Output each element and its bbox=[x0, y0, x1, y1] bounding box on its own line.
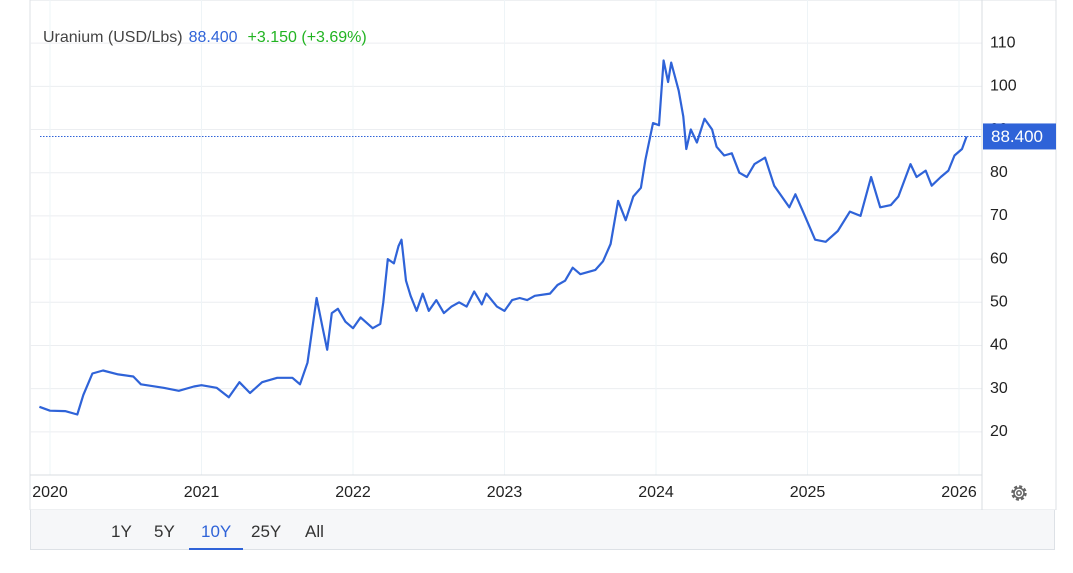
y-tick-label: 80 bbox=[990, 164, 1008, 181]
price-badge-label: 88.400 bbox=[991, 127, 1043, 146]
y-tick-label: 50 bbox=[990, 293, 1008, 310]
x-tick-label: 2026 bbox=[941, 484, 977, 501]
chart: Uranium (USD/Lbs) 88.400 +3.150 (+3.69%)… bbox=[29, 0, 1057, 510]
x-tick-label: 2020 bbox=[32, 484, 68, 501]
y-tick-label: 60 bbox=[990, 250, 1008, 267]
settings-icon[interactable] bbox=[1011, 485, 1027, 501]
marks bbox=[39, 59, 982, 416]
x-tick-label: 2023 bbox=[487, 484, 523, 501]
price-badge bbox=[983, 123, 1056, 150]
range-bar: 1Y 5Y 10Y 25Y All bbox=[30, 510, 1055, 550]
y-tick-label: 20 bbox=[990, 423, 1008, 440]
x-tick-label: 2025 bbox=[790, 484, 826, 501]
x-tick-label: 2021 bbox=[184, 484, 220, 501]
range-button[interactable]: 1Y bbox=[111, 522, 132, 541]
x-tick-label: 2022 bbox=[335, 484, 371, 501]
range-button[interactable]: 5Y bbox=[154, 522, 175, 541]
series-name: Uranium (USD/Lbs) bbox=[43, 29, 183, 46]
y-tick-label: 110 bbox=[990, 34, 1016, 51]
price-line bbox=[39, 59, 968, 416]
header-change: +3.150 (+3.69%) bbox=[248, 29, 367, 46]
grid bbox=[30, 0, 982, 475]
y-tick-label: 30 bbox=[990, 380, 1008, 397]
y-tick-label: 100 bbox=[990, 78, 1017, 95]
range-button[interactable]: 25Y bbox=[251, 522, 282, 541]
header-price: 88.400 bbox=[189, 29, 238, 46]
chart-frame bbox=[29, 0, 1057, 510]
y-tick-label: 70 bbox=[990, 207, 1008, 224]
range-button[interactable]: 10Y bbox=[189, 522, 244, 550]
y-tick-label: 40 bbox=[990, 337, 1008, 354]
range-button[interactable]: All bbox=[305, 522, 324, 541]
x-tick-label: 2024 bbox=[638, 484, 674, 501]
